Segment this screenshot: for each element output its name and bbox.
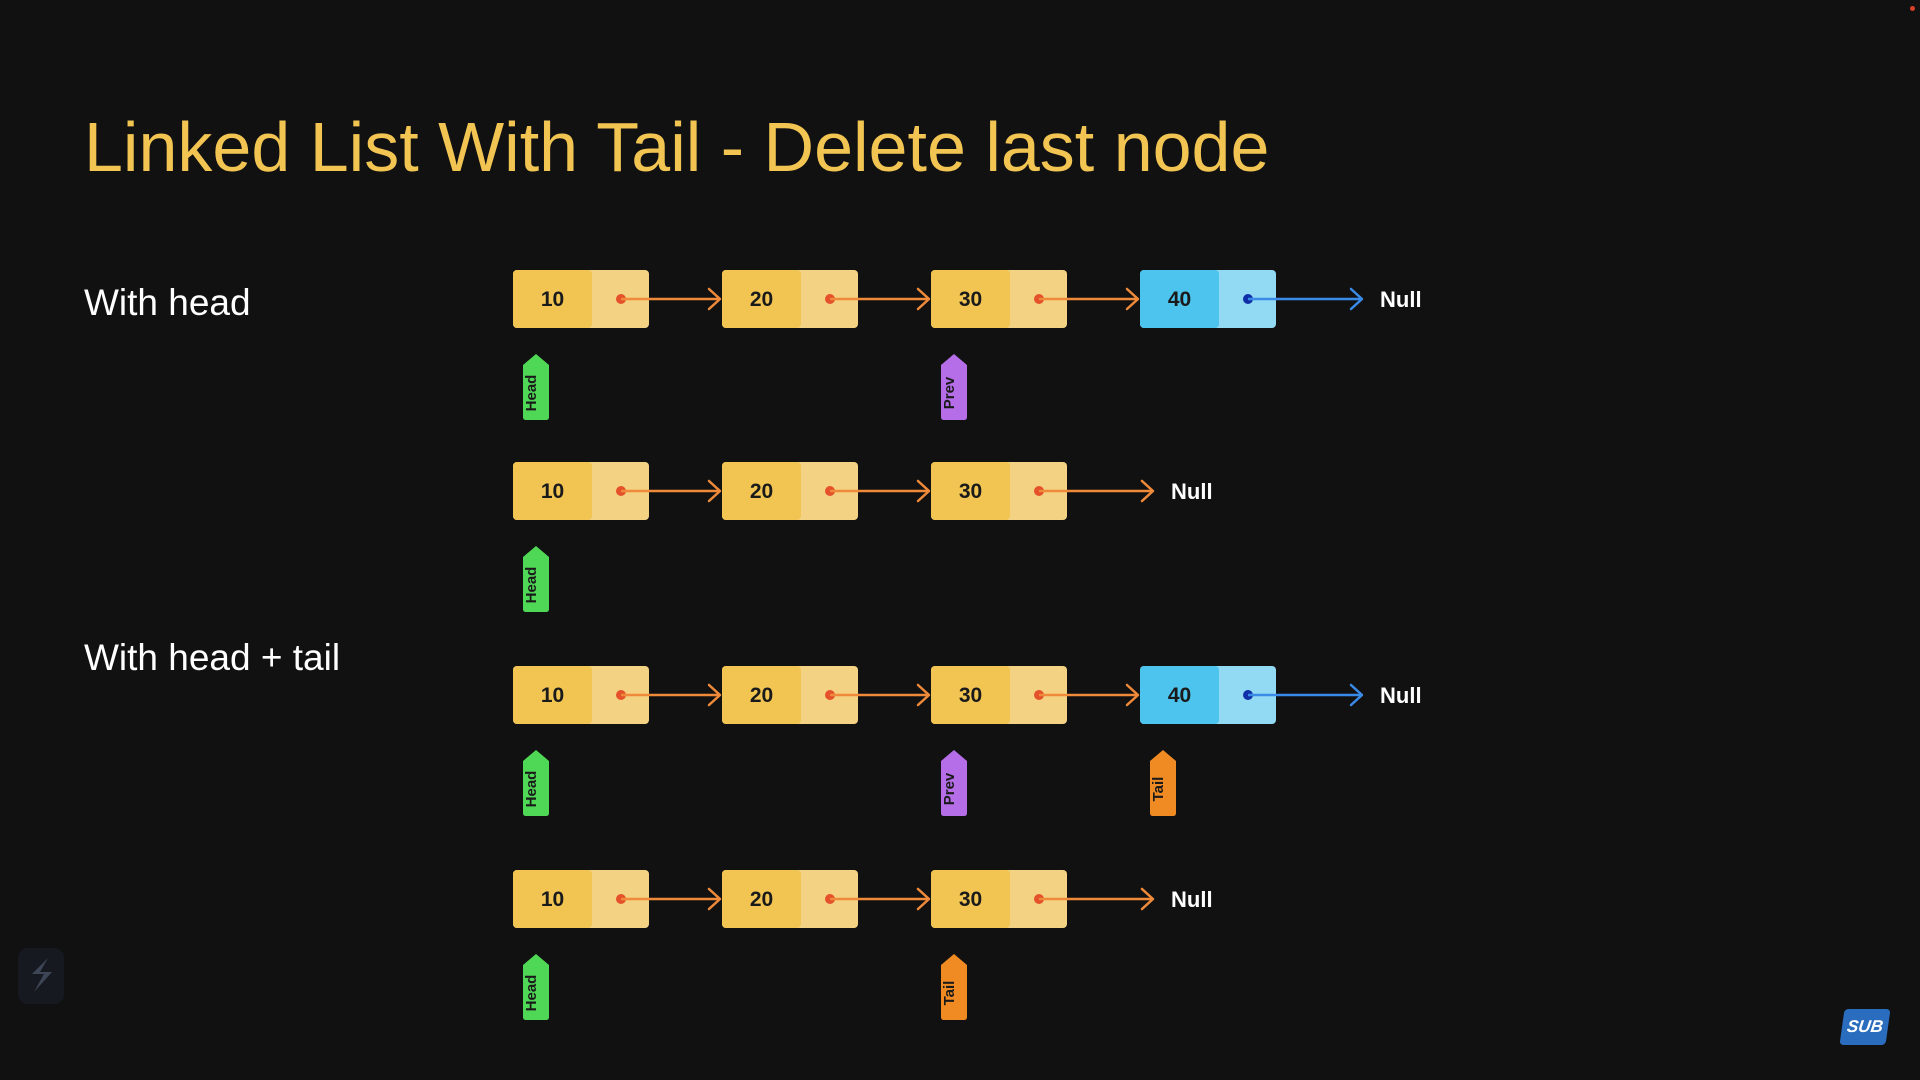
- head-pointer-tag-3: [523, 954, 549, 1020]
- link-arrow-3-2-head-icon: [1140, 887, 1155, 911]
- head-pointer-tag-1: [523, 546, 549, 612]
- tail-pointer-tag-3: [941, 954, 967, 1020]
- tail-pointer-label-3: Tail: [941, 981, 958, 1006]
- section-label-with-head-tail: With head + tail: [84, 637, 341, 678]
- node-0-0-value: 10: [541, 288, 564, 311]
- null-label-2: Null: [1380, 683, 1422, 708]
- node-1-2-value-cell: [931, 462, 1010, 520]
- node-2-3-value-cell: [1140, 666, 1219, 724]
- tail-pointer-tag-2: [1150, 750, 1176, 816]
- section-label-with-head: With head: [84, 282, 251, 323]
- link-arrow-1-0-head-icon: [707, 479, 722, 503]
- node-0-3-value-cell: [1140, 270, 1219, 328]
- node-2-1-value-cell: [722, 666, 801, 724]
- node-3-2-value-cell: [931, 870, 1010, 928]
- tail-pointer-label-2: Tail: [1150, 777, 1167, 802]
- link-arrow-0-3-head-icon: [1349, 287, 1364, 311]
- link-arrow-0-1-head-icon: [916, 287, 931, 311]
- node-0-1-value-cell: [722, 270, 801, 328]
- head-pointer-label-2: Head: [523, 771, 540, 808]
- head-pointer-label-1: Head: [523, 567, 540, 604]
- node-1-0-value-cell: [513, 462, 592, 520]
- link-arrow-3-1-head-icon: [916, 887, 931, 911]
- node-2-1-value: 20: [750, 684, 773, 707]
- slide-title: Linked List With Tail - Delete last node: [84, 108, 1270, 186]
- channel-logo-icon: [18, 948, 64, 1004]
- head-pointer-tag-2: [523, 750, 549, 816]
- null-label-3: Null: [1171, 887, 1213, 912]
- node-3-0-value: 10: [541, 888, 564, 911]
- head-pointer-label-3: Head: [523, 975, 540, 1012]
- link-arrow-2-2-head-icon: [1125, 683, 1140, 707]
- link-arrow-0-2-head-icon: [1125, 287, 1140, 311]
- node-0-2-value: 30: [959, 288, 982, 311]
- link-arrow-1-1-head-icon: [916, 479, 931, 503]
- node-3-1-value-cell: [722, 870, 801, 928]
- node-3-2-value: 30: [959, 888, 982, 911]
- link-arrow-2-1-head-icon: [916, 683, 931, 707]
- head-pointer-label-0: Head: [523, 375, 540, 412]
- node-0-2-value-cell: [931, 270, 1010, 328]
- node-2-2-value: 30: [959, 684, 982, 707]
- node-0-1-value: 20: [750, 288, 773, 311]
- node-0-3-value: 40: [1168, 288, 1191, 311]
- node-0-0-value-cell: [513, 270, 592, 328]
- node-3-1-value: 20: [750, 888, 773, 911]
- prev-pointer-label-0: Prev: [941, 376, 958, 409]
- link-arrow-3-0-head-icon: [707, 887, 722, 911]
- link-arrow-2-0-head-icon: [707, 683, 722, 707]
- node-3-0-value-cell: [513, 870, 592, 928]
- prev-pointer-tag-0: [941, 354, 967, 420]
- prev-pointer-label-2: Prev: [941, 772, 958, 805]
- node-1-0-value: 10: [541, 480, 564, 503]
- subscribe-badge[interactable]: SUB: [1839, 1009, 1891, 1045]
- prev-pointer-tag-2: [941, 750, 967, 816]
- null-label-0: Null: [1380, 287, 1422, 312]
- null-label-1: Null: [1171, 479, 1213, 504]
- node-2-2-value-cell: [931, 666, 1010, 724]
- node-2-0-value: 10: [541, 684, 564, 707]
- node-2-3-value: 40: [1168, 684, 1191, 707]
- node-1-2-value: 30: [959, 480, 982, 503]
- record-indicator-icon: [1910, 6, 1915, 11]
- node-1-1-value-cell: [722, 462, 801, 520]
- node-1-1-value: 20: [750, 480, 773, 503]
- link-arrow-0-0-head-icon: [707, 287, 722, 311]
- link-arrow-1-2-head-icon: [1140, 479, 1155, 503]
- head-pointer-tag-0: [523, 354, 549, 420]
- link-arrow-2-3-head-icon: [1349, 683, 1364, 707]
- node-2-0-value-cell: [513, 666, 592, 724]
